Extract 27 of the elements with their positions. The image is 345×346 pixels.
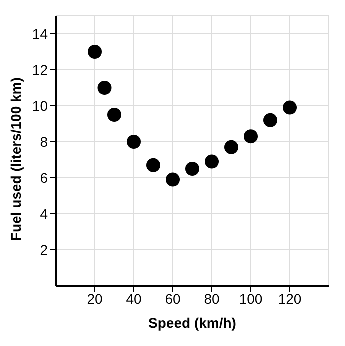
y-tick-label: 4 [40, 206, 48, 222]
point [146, 158, 160, 172]
point [108, 108, 122, 122]
point [88, 45, 102, 59]
y-axis-title: Fuel used (liters/100 km) [8, 78, 24, 241]
point [127, 135, 141, 149]
point [98, 81, 112, 95]
point [224, 140, 238, 154]
x-axis-title: Speed (km/h) [148, 314, 236, 331]
x-tick-label: 80 [204, 290, 220, 307]
point [244, 130, 258, 144]
y-tick-label: 10 [32, 98, 48, 114]
point [205, 154, 219, 169]
y-tick-label: 6 [40, 170, 48, 186]
point [186, 162, 200, 176]
y-tick-label: 2 [40, 242, 48, 258]
y-tick-label: 14 [32, 26, 48, 42]
x-tick-label: 120 [278, 290, 302, 307]
point [264, 113, 278, 128]
y-tick-label: 8 [40, 134, 48, 150]
x-tick-label: 60 [165, 290, 181, 307]
x-tick-label: 20 [87, 290, 103, 307]
y-tick-label: 12 [32, 62, 48, 78]
point [283, 100, 297, 115]
x-tick-label: 40 [126, 290, 142, 307]
point [166, 172, 180, 187]
x-tick-label: 100 [239, 290, 263, 307]
